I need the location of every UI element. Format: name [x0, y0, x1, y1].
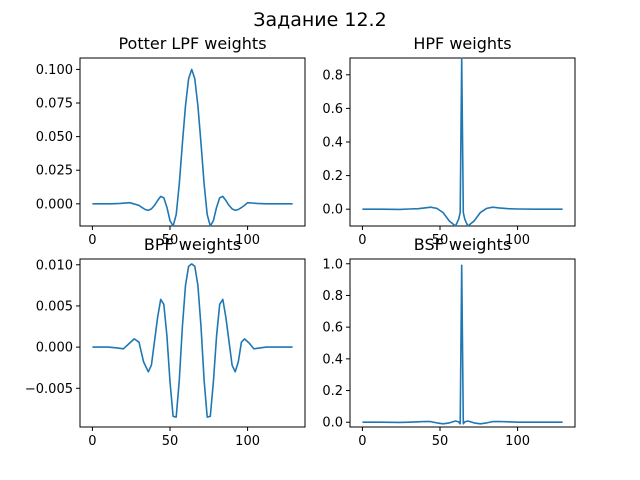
- potter-lpf-y-tick-label: 0.075: [36, 97, 73, 112]
- bsf-y-tick-label: 0.2: [322, 384, 343, 399]
- hpf-y-tick-label: 0.8: [322, 68, 343, 83]
- bsf-y-tick-label: 1.0: [322, 257, 343, 272]
- bsf-subplot: BSF weights 0 50 100 0.0 0.2 0.4 0.6 0.8 1.0: [322, 235, 576, 449]
- bpf-y-tick-label: −0.005: [25, 382, 73, 397]
- bpf-x-tick-label: 50: [162, 434, 179, 449]
- bsf-series-line: [362, 264, 563, 425]
- potter-lpf-y-tick-label: 0.000: [36, 197, 73, 212]
- hpf-subplot: HPF weights 0 50 100 0.0 0.2 0.4 0.6 0.8: [322, 34, 576, 248]
- hpf-x-tick-label: 100: [505, 233, 530, 248]
- potter-lpf-series-line: [92, 68, 293, 227]
- bsf-x-tick-label: 0: [358, 434, 366, 449]
- hpf-x-tick-label: 0: [358, 233, 366, 248]
- hpf-series-line: [362, 57, 563, 227]
- potter-lpf-axes-frame: [79, 57, 306, 227]
- bpf-x-tick-label: 100: [235, 434, 260, 449]
- bsf-title: BSF weights: [414, 235, 511, 254]
- hpf-y-tick-label: 0.0: [322, 203, 343, 218]
- bpf-x-tick-label: 0: [88, 434, 96, 449]
- potter-lpf-y-tick-label: 0.025: [36, 164, 73, 179]
- bpf-y-tick-label: 0.000: [36, 341, 73, 356]
- bsf-x-tick-label: 100: [505, 434, 530, 449]
- potter-lpf-y-tick-label: 0.100: [36, 63, 73, 78]
- bpf-axes-frame: [79, 258, 306, 428]
- bpf-title: BPF weights: [144, 235, 241, 254]
- potter-lpf-subplot: Potter LPF weights 0 50 100 0.000 0.025 0.050 0…: [36, 34, 306, 248]
- hpf-y-tick-label: 0.2: [322, 169, 343, 184]
- bpf-subplot: BPF weights 0 50 100 −0.005 0.000 0.005 0.010: [25, 235, 306, 449]
- bpf-series-line: [92, 263, 293, 418]
- hpf-x-tick-label: 50: [432, 233, 449, 248]
- bpf-y-tick-label: 0.005: [36, 299, 73, 314]
- bsf-y-tick-label: 0.6: [322, 321, 343, 336]
- potter-lpf-y-tick-label: 0.050: [36, 130, 73, 145]
- potter-lpf-x-tick-label: 100: [235, 233, 260, 248]
- bsf-y-tick-label: 0.4: [322, 352, 343, 367]
- bpf-y-tick-label: 0.010: [36, 258, 73, 273]
- hpf-y-tick-label: 0.6: [322, 102, 343, 117]
- potter-lpf-x-tick-label: 50: [162, 233, 179, 248]
- hpf-title: HPF weights: [413, 34, 511, 53]
- bsf-x-tick-label: 50: [432, 434, 449, 449]
- hpf-y-tick-label: 0.4: [322, 136, 343, 151]
- potter-lpf-x-tick-label: 0: [88, 233, 96, 248]
- figure-title: Задание 12.2: [253, 9, 386, 31]
- bsf-y-tick-label: 0.8: [322, 289, 343, 304]
- potter-lpf-title: Potter LPF weights: [118, 34, 266, 53]
- bsf-y-tick-label: 0.0: [322, 416, 343, 431]
